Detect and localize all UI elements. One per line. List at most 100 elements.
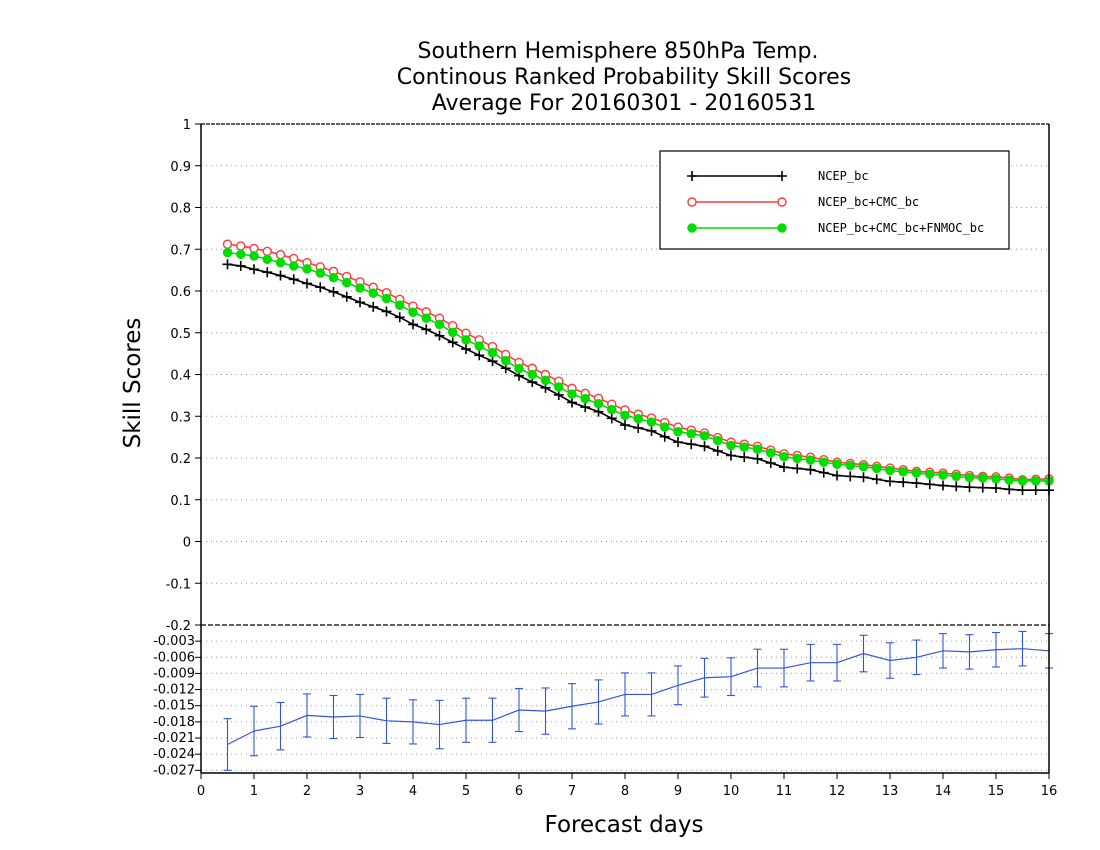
data-point	[964, 472, 975, 483]
chart-title-line-1: Southern Hemisphere 850hPa Temp.	[418, 39, 819, 64]
data-point	[633, 414, 643, 424]
legend-label: NCEP_bc	[818, 169, 869, 183]
data-point	[752, 453, 763, 464]
main-y-tick-label: 0.7	[170, 243, 191, 258]
data-point	[315, 282, 326, 293]
data-point	[275, 270, 286, 281]
legend: NCEP_bc NCEP_bc+CMC_bc NCEP_bc+CMC_bc+FNMO…	[659, 150, 1010, 250]
data-point	[726, 450, 736, 461]
data-point	[355, 283, 365, 293]
data-point	[924, 479, 935, 490]
difference-line	[227, 648, 1050, 746]
legend-box	[659, 150, 1010, 250]
x-tick-label: 15	[988, 784, 1005, 799]
data-point	[659, 431, 670, 442]
data-point	[699, 431, 710, 441]
data-point	[289, 261, 299, 271]
difference-y-tick-label: -0.012	[153, 683, 195, 698]
legend-marker	[777, 171, 787, 181]
x-tick-label: 8	[621, 784, 629, 799]
x-tick-label: 10	[723, 784, 740, 799]
data-point	[461, 335, 471, 345]
legend-label: NCEP_bc+CMC_bc	[818, 195, 919, 209]
data-point	[686, 429, 696, 439]
data-point	[792, 463, 803, 474]
data-point	[355, 297, 365, 308]
series-NCEP_bc+CMC_bc	[222, 239, 1054, 485]
legend-entry: NCEP_bc+CMC_bc+FNMOC_bc	[687, 221, 984, 235]
x-tick-label: 14	[935, 784, 952, 799]
data-point	[554, 382, 564, 392]
difference-plot-series	[223, 630, 1053, 771]
data-point	[487, 356, 498, 367]
data-point	[368, 301, 379, 312]
data-point	[408, 319, 418, 330]
data-point	[858, 472, 869, 483]
data-point	[620, 420, 630, 431]
data-point	[977, 482, 988, 493]
x-axis-title: Forecast days	[545, 812, 704, 838]
difference-y-tick-label: -0.024	[153, 747, 195, 762]
data-point	[540, 375, 551, 386]
data-point	[951, 481, 962, 492]
data-point	[686, 439, 697, 450]
data-point	[871, 474, 882, 485]
data-point	[1017, 476, 1028, 486]
data-point	[832, 459, 842, 470]
data-point	[818, 467, 829, 478]
data-point	[222, 259, 233, 270]
x-tick-label: 7	[568, 784, 576, 799]
chart-title-line-3: Average For 20160301 - 20160531	[432, 91, 817, 116]
plot-axes: -0.2 -0.1 0 0.1 0.2 0.3 0.4 0.5 0.6 0.7 0.8 0.9 1 -0.…	[153, 118, 1057, 799]
main-y-tick-label: 0.9	[170, 160, 191, 175]
data-point	[342, 277, 352, 288]
data-point	[620, 410, 630, 421]
data-point	[567, 397, 577, 408]
data-point	[779, 462, 789, 473]
main-y-tick-label: 1	[183, 118, 191, 133]
data-point	[805, 464, 816, 475]
difference-series	[223, 630, 1053, 771]
main-y-tick-label: 0.6	[170, 285, 191, 300]
difference-y-tick-label: -0.006	[153, 650, 195, 665]
data-point	[660, 422, 670, 432]
data-point	[315, 268, 325, 278]
data-point	[898, 467, 908, 477]
difference-y-tick-label: -0.015	[153, 699, 195, 714]
chart-title-line-2: Continous Ranked Probability Skill Score…	[397, 65, 851, 90]
data-point	[262, 254, 272, 265]
data-point	[898, 477, 909, 488]
data-point	[235, 260, 246, 271]
data-point	[765, 458, 776, 469]
series-line	[227, 243, 1050, 481]
data-point	[408, 307, 418, 318]
x-tick-label: 13	[882, 784, 899, 799]
main-y-tick-label: -0.1	[166, 577, 191, 592]
data-point	[1030, 485, 1041, 496]
data-point	[236, 241, 246, 251]
y-axis-title: Skill Scores	[120, 318, 146, 449]
data-point	[262, 246, 272, 257]
data-point	[434, 330, 445, 341]
data-point	[726, 440, 736, 451]
data-point	[421, 313, 431, 323]
series-NCEP_bc+CMC_bc+FNMOC_bc	[222, 247, 1054, 486]
x-tick-label: 12	[829, 784, 846, 799]
legend-marker	[777, 223, 787, 233]
data-point	[872, 463, 882, 474]
x-tick-label: 0	[197, 784, 205, 799]
data-point	[474, 350, 485, 361]
main-y-tick-label: 0.1	[170, 494, 191, 509]
data-point	[262, 267, 273, 278]
data-point	[713, 435, 723, 446]
data-point	[328, 286, 339, 297]
data-point	[752, 444, 763, 454]
data-point	[381, 293, 392, 304]
data-point	[739, 452, 750, 463]
main-plot-series	[222, 239, 1054, 496]
data-point	[341, 291, 352, 302]
data-point	[607, 404, 617, 415]
data-point	[819, 457, 829, 467]
difference-y-tick-label: -0.027	[153, 763, 195, 778]
